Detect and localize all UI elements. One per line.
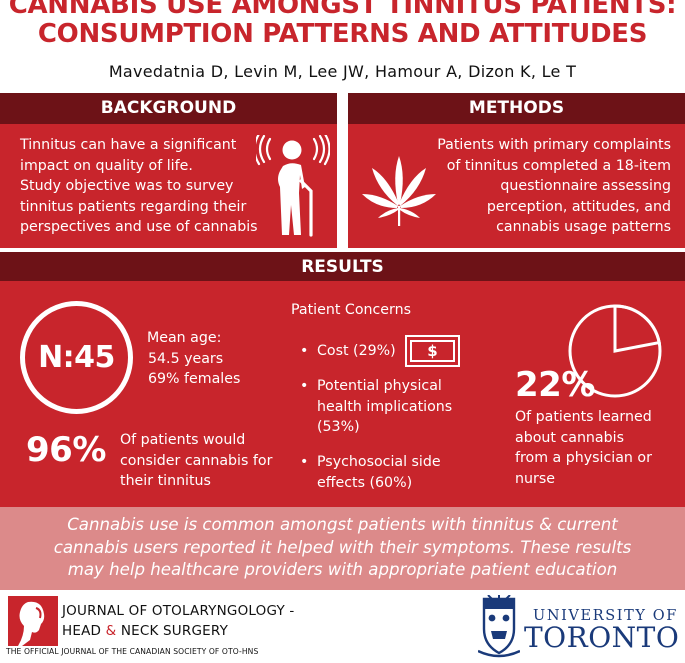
background-text: Tinnitus can have a significant impact o… [20, 135, 258, 238]
concern-line: Cost (29%) [317, 343, 396, 359]
background-header: BACKGROUND [0, 93, 337, 124]
elderly-person-with-sound-waves-icon [256, 135, 330, 237]
journal-name: JOURNAL OF OTOLARYNGOLOGY - HEAD & NECK … [62, 601, 294, 641]
demographics-line: Mean age: [147, 330, 222, 346]
journal-logo-icon [8, 596, 58, 646]
university-label: UNIVERSITY OF [533, 608, 678, 624]
background-panel: Tinnitus can have a significant impact o… [0, 124, 337, 248]
concern-line: Potential physical [317, 378, 442, 394]
consider-text: Of patients would consider cannabis for … [120, 430, 272, 492]
dollar-bill-icon: $ [405, 335, 460, 367]
sample-size: N:45 [38, 340, 115, 375]
concern-item: • Cost (29%) [300, 341, 396, 362]
background-line: perspectives and use of cannabis [20, 219, 258, 235]
methods-line: questionnaire assessing [500, 178, 671, 194]
methods-line: of tinnitus completed a 18-item [446, 157, 671, 174]
cannabis-leaf-icon [362, 156, 436, 226]
background-line: tinnitus patients regarding their [20, 198, 247, 215]
bullet: • [300, 378, 309, 394]
methods-panel: Patients with primary complaints of tinn… [348, 124, 685, 248]
authors: Mavedatnia D, Levin M, Lee JW, Hamour A,… [108, 62, 577, 81]
methods-line: perception, attitudes, and [486, 198, 671, 215]
title-line-2: CONSUMPTION PATTERNS AND ATTITUDES [37, 19, 648, 49]
consider-percentage: 96% [26, 430, 106, 470]
title-line-1: CANNABIS USE AMONGST TINNITUS PATIENTS: [8, 0, 677, 20]
background-line: Study objective was to survey [20, 178, 234, 194]
sample-size-ring [20, 301, 133, 414]
demographics-line: 54.5 years [148, 350, 224, 367]
bullet: • [300, 343, 309, 359]
conclusion-line: cannabis users reported it helped with t… [53, 537, 632, 557]
concern-item: • Potential physical health implications… [300, 376, 452, 438]
consider-line: Of patients would [120, 432, 246, 448]
journal-line: HEAD & NECK SURGERY [62, 623, 229, 639]
bullet: • [300, 454, 309, 470]
physician-line: from a physician or [515, 450, 652, 466]
university-name: TORONTO [524, 621, 680, 654]
conclusion-text: Cannabis use is common amongst patients … [0, 514, 685, 582]
physician-line: about cannabis [515, 429, 624, 446]
journal-line: JOURNAL OF OTOLARYNGOLOGY - [62, 603, 295, 619]
methods-text: Patients with primary complaints of tinn… [437, 135, 671, 238]
conclusion-line: may help healthcare providers with appro… [67, 560, 618, 579]
methods-line: cannabis usage patterns [496, 219, 671, 235]
physician-text: Of patients learned about cannabis from … [515, 407, 652, 489]
journal-subtitle: THE OFFICIAL JOURNAL OF THE CANADIAN SOC… [6, 647, 259, 656]
methods-header: METHODS [348, 93, 685, 124]
page-title: CANNABIS USE AMONGST TINNITUS PATIENTS: … [0, 0, 685, 49]
university-crest-icon [478, 595, 520, 658]
concern-line: (53%) [317, 419, 360, 435]
background-line: impact on quality of life. [20, 157, 193, 174]
background-line: Tinnitus can have a significant [20, 137, 237, 153]
consider-line: consider cannabis for [120, 452, 273, 469]
concern-line: health implications [317, 398, 453, 415]
physician-line: nurse [515, 470, 555, 487]
consider-line: their tinnitus [120, 473, 211, 489]
demographics-line: 69% females [148, 371, 241, 387]
concern-line: effects (60%) [317, 474, 413, 491]
conclusion-banner: Cannabis use is common amongst patients … [0, 507, 685, 590]
physician-pie-slice [613, 304, 661, 353]
physician-percentage: 22% [515, 365, 595, 405]
results-panel: N:45 Mean age: 54.5 years 69% females 96… [0, 281, 685, 507]
methods-line: Patients with primary complaints [437, 137, 671, 153]
results-header: RESULTS [0, 252, 685, 282]
concern-item: • Psychosocial side effects (60%) [300, 452, 441, 493]
physician-pie-icon [568, 304, 662, 398]
concerns-title: Patient Concerns [291, 302, 411, 318]
conclusion-line: Cannabis use is common amongst patients … [67, 515, 618, 534]
demographics: Mean age: 54.5 years 69% females [147, 328, 240, 390]
physician-line: Of patients learned [515, 409, 652, 425]
concern-line: Psychosocial side [317, 454, 441, 470]
